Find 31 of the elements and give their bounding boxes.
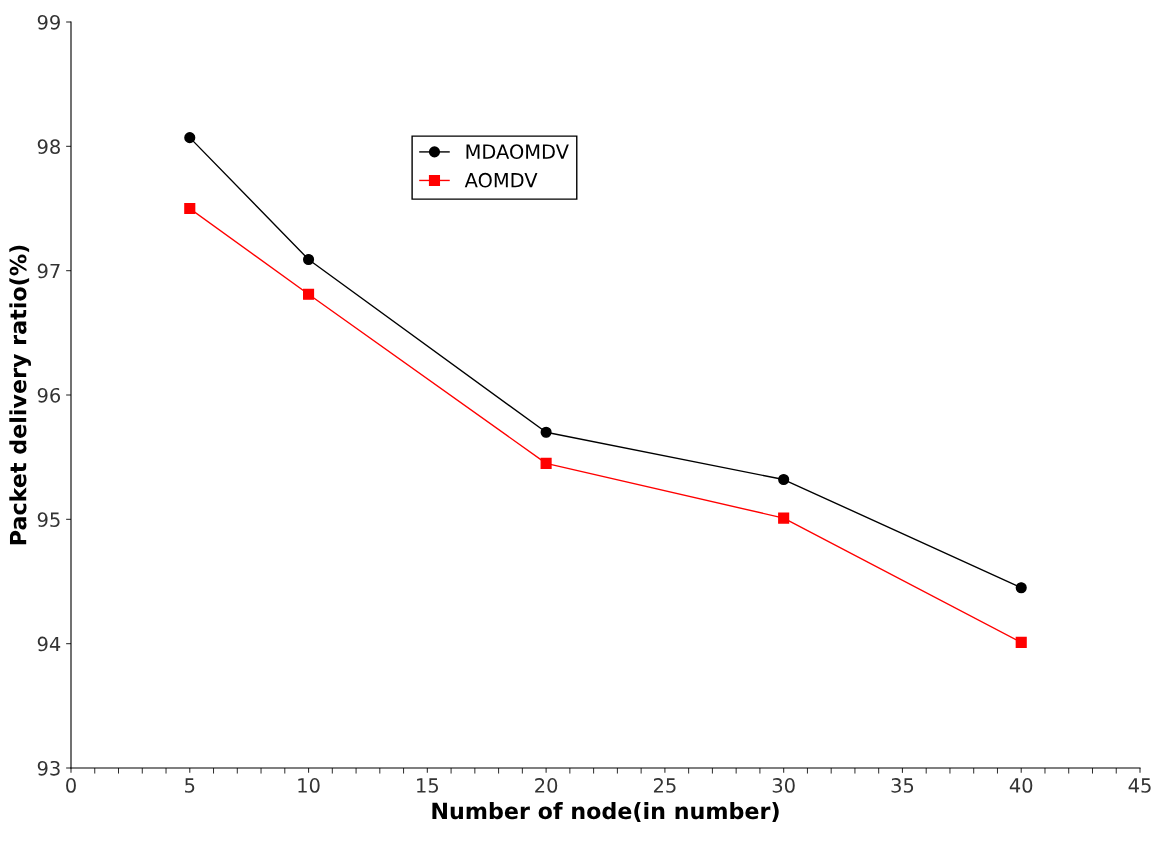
y-tick-label: 95 xyxy=(37,512,60,527)
y-tick-label: 99 xyxy=(37,14,60,30)
x-tick-label: 40 xyxy=(1009,778,1033,793)
x-tick-label: 10 xyxy=(298,778,320,793)
y-tick-label: 94 xyxy=(37,636,61,652)
x-tick-label: 20 xyxy=(535,778,558,793)
point xyxy=(302,288,315,300)
y-axis-title: Packet delivery ratio(%) xyxy=(9,245,31,545)
point xyxy=(1015,582,1027,594)
point xyxy=(778,512,790,524)
x-axis-title: Number of node(in number) xyxy=(432,802,779,822)
point xyxy=(184,132,196,144)
x-tick-label: 0 xyxy=(66,778,76,793)
legend-label: AOMDV xyxy=(464,172,538,188)
point xyxy=(778,473,790,486)
point xyxy=(540,426,552,438)
legend-label: MDAOMDV xyxy=(466,144,569,159)
x-tick-label: 5 xyxy=(185,778,195,793)
point xyxy=(1015,636,1027,648)
point xyxy=(540,457,552,469)
point xyxy=(184,202,196,215)
x-tick-label: 25 xyxy=(653,778,676,793)
y-tick-label: 97 xyxy=(37,263,60,279)
y-tick-label: 93 xyxy=(37,760,60,776)
x-tick-label: 35 xyxy=(891,778,914,793)
x-tick-label: 15 xyxy=(417,778,439,793)
y-tick-label: 98 xyxy=(37,139,60,154)
point xyxy=(302,253,315,266)
y-tick-label: 96 xyxy=(37,387,61,403)
x-tick-label: 30 xyxy=(772,778,795,793)
x-tick-label: 45 xyxy=(1128,778,1151,793)
